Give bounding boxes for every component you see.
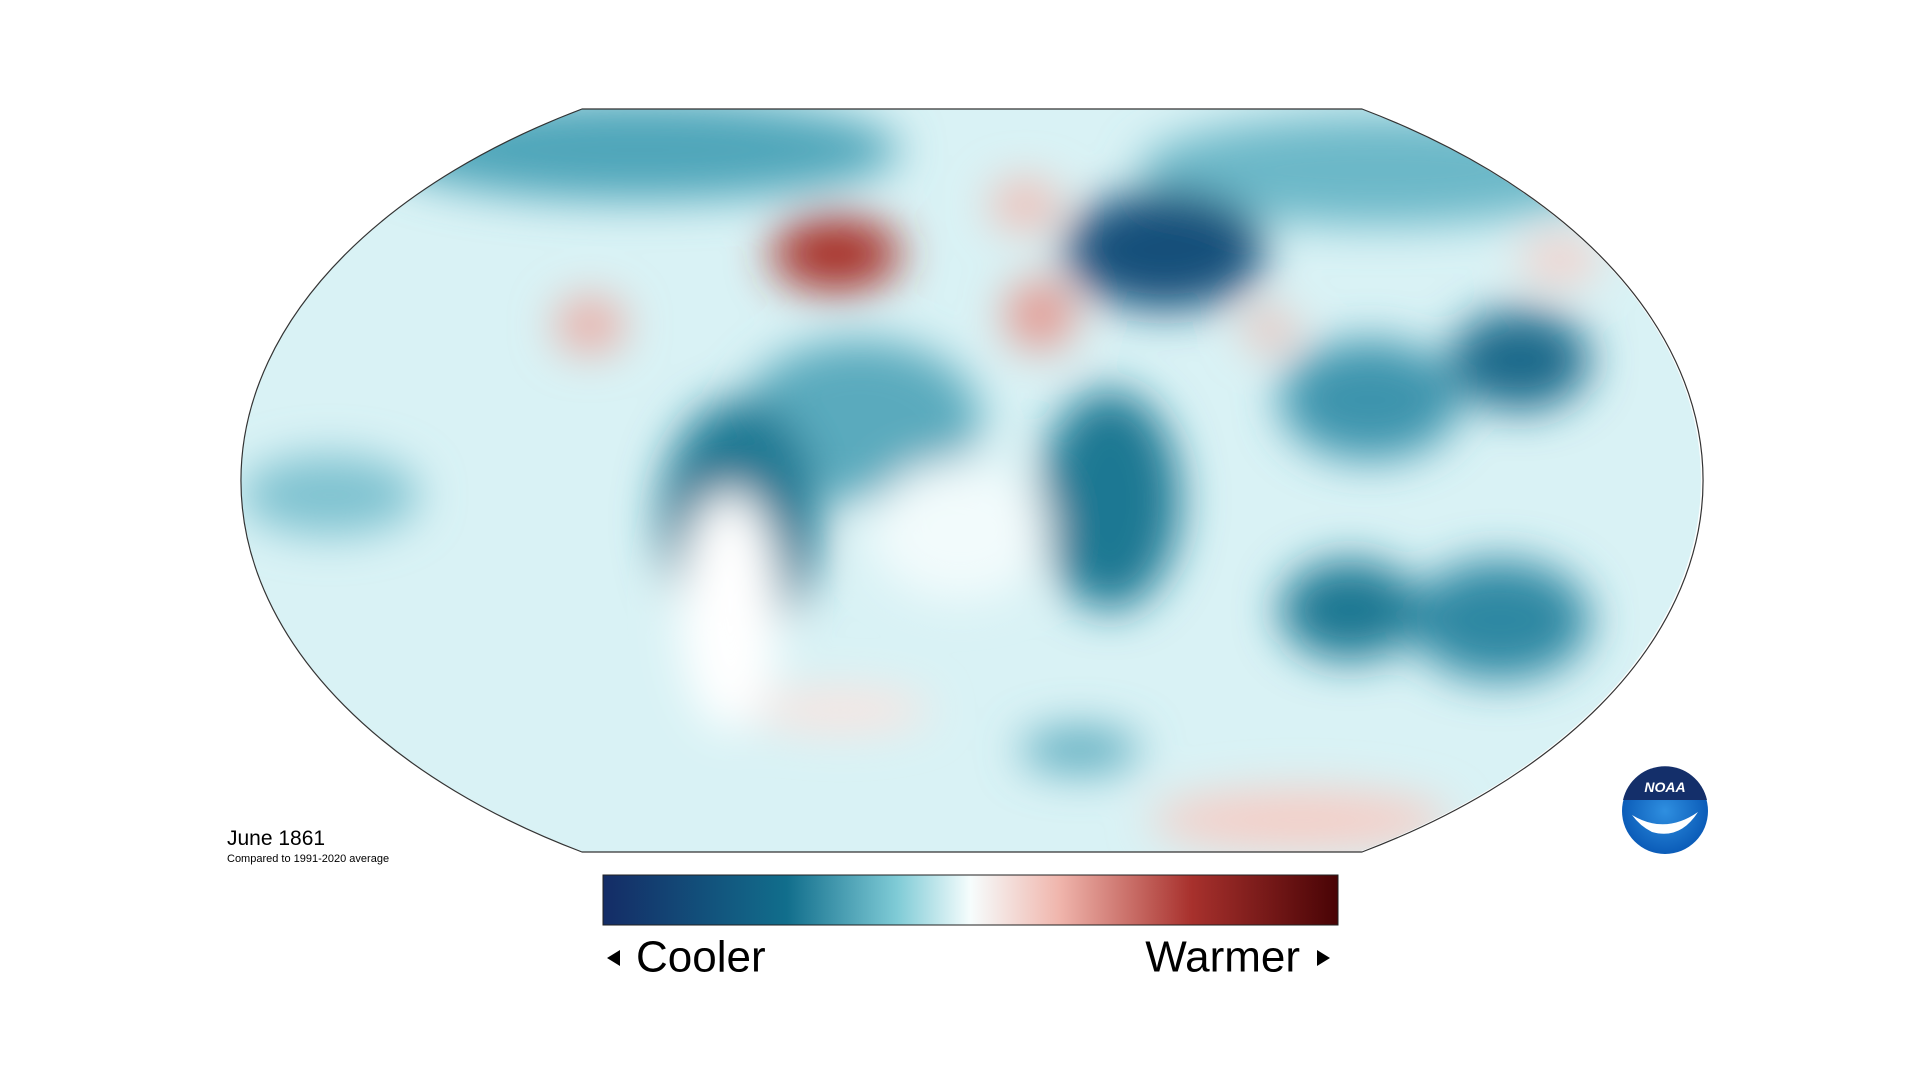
logo-text: NOAA [1644,779,1685,795]
map-outline [240,108,1704,853]
noaa-logo: NOAA [1622,766,1708,854]
arrow-left [607,950,620,966]
map [241,109,1701,852]
legend-high: Warmer [1145,933,1300,982]
arrow-right [1317,950,1330,966]
color-bar [602,874,1339,926]
map-title: June 1861 [227,827,325,850]
legend-low: Cooler [636,933,766,982]
map-subtitle: Compared to 1991-2020 average [227,853,389,865]
